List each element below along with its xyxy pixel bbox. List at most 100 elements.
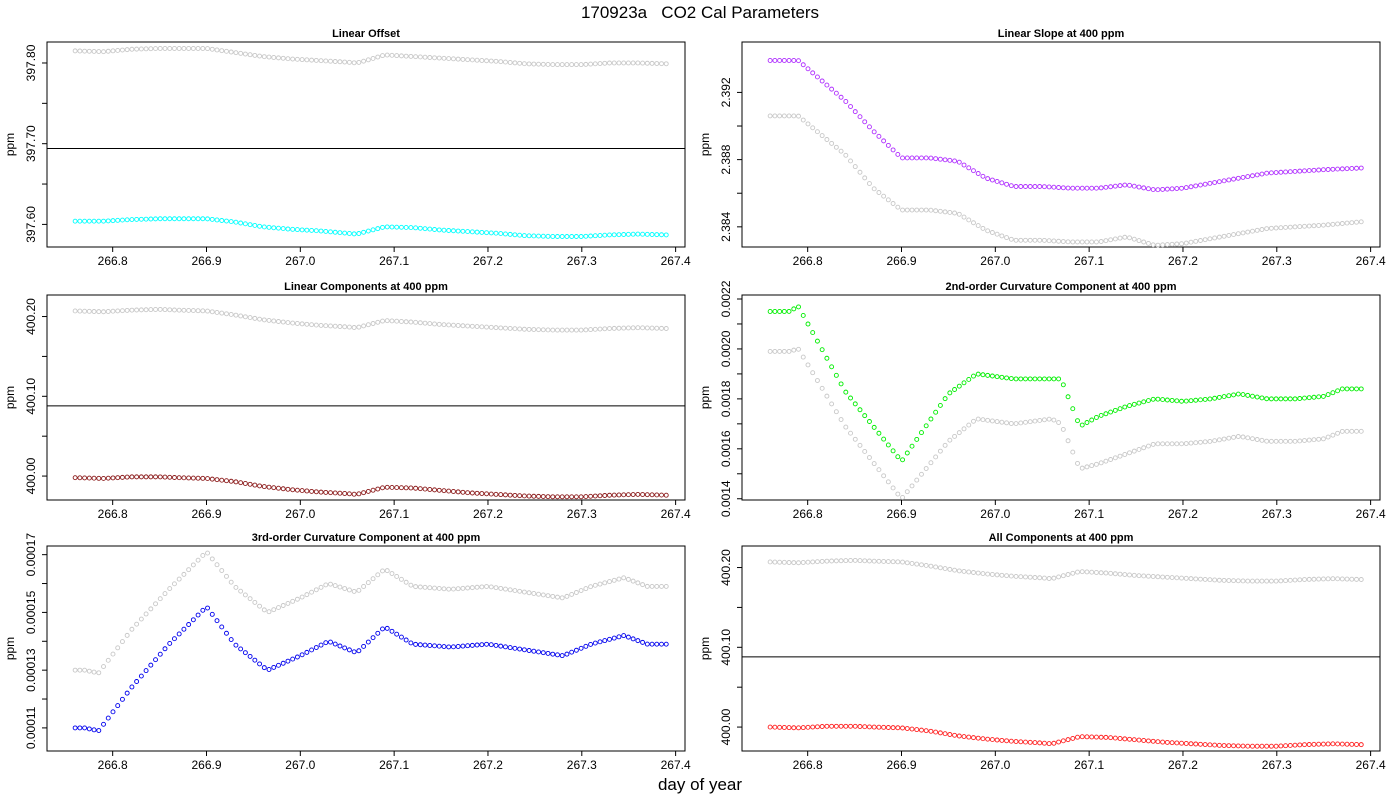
data-point: [479, 642, 485, 648]
data-point: [266, 609, 272, 615]
data-point: [176, 576, 182, 582]
panel-title: 3rd-order Curvature Component at 400 ppm: [252, 532, 481, 544]
data-point: [91, 727, 97, 733]
data-point: [1344, 741, 1350, 747]
data-point: [465, 585, 471, 591]
data-point: [1254, 172, 1260, 178]
data-point: [1320, 436, 1326, 442]
data-point: [1283, 224, 1289, 230]
data-point: [904, 450, 910, 456]
data-point: [171, 216, 177, 222]
data-point: [1089, 417, 1095, 423]
data-point: [1008, 376, 1014, 381]
data-point: [101, 218, 106, 224]
data-point: [1311, 223, 1317, 229]
data-point: [852, 164, 858, 170]
data-point: [398, 485, 404, 491]
data-point: [1188, 576, 1194, 582]
data-point: [569, 649, 575, 655]
data-point: [346, 491, 352, 497]
data-point: [1018, 237, 1024, 243]
data-point: [583, 643, 589, 649]
data-point: [512, 60, 518, 66]
data-point: [304, 649, 310, 655]
data-point: [299, 57, 305, 63]
data-point: [536, 327, 542, 333]
data-point: [1008, 236, 1014, 242]
data-point: [1117, 453, 1123, 459]
data-point: [332, 583, 338, 589]
data-point: [814, 378, 820, 383]
data-point: [1112, 571, 1118, 577]
data-point: [247, 222, 253, 228]
data-point: [833, 144, 839, 150]
data-point: [630, 325, 636, 331]
panel-title: Linear Components at 400 ppm: [284, 281, 448, 293]
data-point: [1169, 186, 1175, 192]
data-point: [1060, 426, 1066, 432]
data-point: [1316, 741, 1322, 747]
data-point: [1160, 397, 1166, 403]
data-point: [1325, 167, 1331, 172]
data-point: [1164, 739, 1170, 745]
data-point: [1037, 376, 1043, 382]
data-point: [989, 373, 995, 379]
data-point: [1335, 166, 1341, 172]
data-point: [1292, 742, 1298, 748]
data-point: [1027, 184, 1033, 189]
data-point: [1065, 572, 1071, 577]
data-point: [956, 430, 962, 436]
data-point: [994, 231, 1000, 237]
data-point: [1089, 569, 1095, 575]
data-point: [422, 584, 428, 590]
data-point: [228, 219, 234, 225]
data-point: [573, 327, 579, 333]
data-point: [989, 230, 995, 235]
data-point: [337, 584, 343, 590]
data-point: [1283, 438, 1289, 444]
data-point: [167, 586, 173, 592]
data-point: [1278, 438, 1284, 444]
data-point: [573, 647, 579, 653]
data-point: [909, 483, 915, 489]
data-point: [526, 648, 532, 653]
data-point: [1070, 185, 1076, 191]
data-point: [271, 318, 277, 324]
data-point: [937, 565, 943, 571]
y-tick-label: 0.00013: [24, 648, 38, 692]
data-point: [195, 46, 201, 51]
data-point: [1316, 167, 1322, 173]
data-point: [928, 207, 934, 213]
data-point: [786, 113, 792, 119]
data-point: [659, 492, 664, 498]
data-point: [119, 474, 125, 480]
data-point: [1179, 740, 1184, 746]
data-point: [294, 227, 300, 233]
data-point: [224, 48, 229, 54]
data-point: [947, 732, 953, 737]
y-tick-label: 400.10: [719, 629, 733, 666]
data-point: [1268, 743, 1274, 749]
data-point: [578, 327, 584, 333]
data-point: [1037, 237, 1043, 243]
data-point: [195, 308, 201, 314]
x-tick-label: 266.8: [98, 758, 128, 772]
data-point: [351, 231, 357, 237]
y-tick-label: 0.0014: [719, 480, 733, 517]
data-point: [1032, 184, 1038, 189]
data-point: [1018, 574, 1024, 580]
data-point: [484, 58, 489, 64]
data-point: [956, 733, 962, 739]
x-tick-label: 266.8: [793, 758, 823, 772]
data-point: [616, 325, 622, 331]
data-point: [767, 724, 773, 730]
data-point: [1008, 738, 1014, 744]
data-point: [1354, 742, 1359, 747]
data-point: [649, 60, 655, 66]
data-point: [1254, 437, 1260, 442]
data-point: [1268, 438, 1274, 444]
data-point: [1018, 739, 1024, 745]
panel-title: Linear Offset: [332, 28, 400, 40]
data-point: [276, 225, 281, 231]
data-point: [635, 60, 641, 66]
